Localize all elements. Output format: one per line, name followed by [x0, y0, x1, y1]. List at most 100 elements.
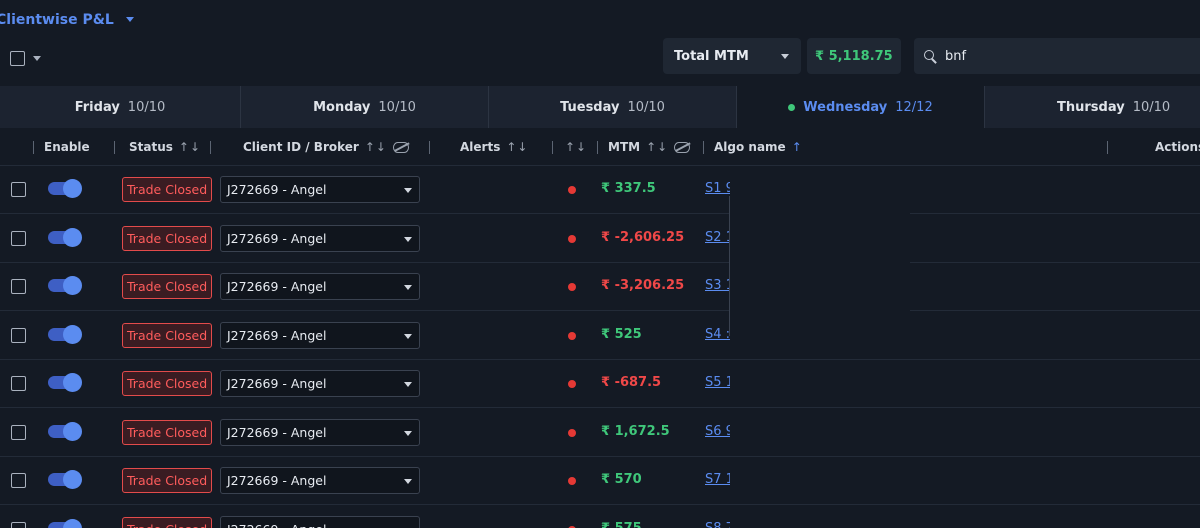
column-enable: Enable: [44, 128, 90, 166]
status-badge: Trade Closed: [122, 419, 213, 445]
algo-name-link[interactable]: S3 1: [705, 278, 730, 293]
row-checkbox[interactable]: [11, 376, 26, 391]
client-broker-select[interactable]: J272669 - Angel: [220, 370, 420, 397]
blank-panel: [730, 262, 910, 342]
tab-tuesday[interactable]: Tuesday 10/10: [489, 86, 737, 128]
column-alert-dot[interactable]: ↑↓: [565, 128, 587, 166]
enable-toggle[interactable]: [48, 276, 82, 295]
client-broker-select[interactable]: J272669 - Angel: [220, 467, 420, 494]
status-badge: Trade Closed: [122, 274, 213, 299]
mtm-value: ₹ -687.5: [601, 375, 662, 390]
column-label: MTM: [608, 140, 641, 154]
client-broker-select[interactable]: J272669 - Angel: [220, 515, 420, 528]
tab-day: Friday: [74, 99, 120, 115]
chevron-down-icon: [404, 430, 412, 436]
enable-toggle[interactable]: [48, 421, 82, 441]
client-broker-select[interactable]: J272669 - Angel: [220, 321, 420, 349]
tab-day: Wednesday: [803, 99, 888, 115]
row-checkbox[interactable]: [11, 279, 26, 294]
row-checkbox[interactable]: [11, 327, 26, 343]
algo-name-link[interactable]: S2 1: [705, 229, 730, 245]
chevron-down-icon: [404, 236, 412, 242]
enable-toggle[interactable]: [48, 470, 82, 489]
row-checkbox[interactable]: [11, 521, 26, 528]
client-broker-value: J272669 - Angel: [227, 230, 327, 246]
column-separator: [1107, 141, 1108, 154]
sort-icon[interactable]: ↑↓: [646, 140, 669, 154]
tab-wednesday[interactable]: Wednesday 12/12: [737, 86, 985, 128]
column-separator: [429, 141, 430, 154]
mtm-type-label: Total MTM: [674, 48, 749, 64]
algo-name-link[interactable]: S8 7: [705, 520, 730, 528]
sort-up-icon[interactable]: ↑: [791, 140, 803, 154]
row-checkbox[interactable]: [11, 182, 26, 197]
column-mtm[interactable]: MTM ↑↓: [608, 128, 691, 166]
total-mtm-value: ₹ 5,118.75: [807, 38, 901, 74]
client-broker-value: J272669 - Angel: [227, 279, 327, 294]
active-dot-icon: [788, 103, 796, 111]
enable-toggle[interactable]: [48, 179, 82, 198]
row-checkbox[interactable]: [11, 473, 26, 488]
table-row: Trade Closed J272669 - Angel ₹ 337.5 S1 9: [0, 166, 1200, 214]
mtm-type-select[interactable]: Total MTM: [663, 38, 801, 74]
table-row: Trade Closed J272669 - Angel ₹ 525 S4 :: [0, 312, 1200, 360]
report-selector[interactable]: Clientwise P&L: [0, 12, 134, 28]
column-status[interactable]: Status ↑↓: [129, 128, 201, 166]
column-alerts[interactable]: Alerts ↑↓: [460, 128, 528, 166]
algo-name-link[interactable]: S1 9: [705, 181, 730, 196]
search-icon: [924, 49, 937, 63]
enable-toggle[interactable]: [48, 227, 82, 247]
row-checkbox[interactable]: [11, 230, 26, 246]
tab-count: 10/10: [378, 99, 416, 115]
column-client-broker[interactable]: Client ID / Broker ↑↓: [243, 128, 409, 166]
algo-name-link[interactable]: S4 :: [705, 326, 730, 342]
eye-off-icon[interactable]: [392, 142, 409, 153]
eye-off-icon[interactable]: [674, 142, 691, 153]
tab-monday[interactable]: Monday 10/10: [241, 86, 489, 128]
enable-toggle[interactable]: [48, 518, 82, 528]
sort-icon[interactable]: ↑↓: [506, 140, 529, 154]
status-badge: Trade Closed: [122, 322, 213, 348]
status-badge: Trade Closed: [122, 468, 213, 493]
top-bar: Clientwise P&L Total MTM ₹ 5,118.75: [0, 0, 1200, 86]
column-label: Actions: [1155, 140, 1200, 154]
search-box[interactable]: [914, 38, 1200, 74]
client-broker-select[interactable]: J272669 - Angel: [220, 176, 420, 203]
status-badge: Trade Closed: [122, 516, 213, 528]
client-broker-select[interactable]: J272669 - Angel: [220, 273, 420, 300]
tab-day: Thursday: [1057, 99, 1125, 115]
algo-name-link[interactable]: S5 1: [705, 375, 730, 390]
alert-dot-icon: [568, 331, 576, 340]
tab-thursday[interactable]: Thursday 10/10: [985, 86, 1200, 128]
table-row: Trade Closed J272669 - Angel ₹ 575 S8 7: [0, 506, 1200, 528]
day-tabs: Friday 10/10 Monday 10/10 Tuesday 10/10 …: [0, 86, 1200, 128]
chevron-down-icon: [404, 188, 412, 193]
divider: [729, 196, 730, 336]
row-checkbox[interactable]: [11, 424, 26, 440]
mtm-value: ₹ 575: [601, 520, 642, 528]
select-all-control[interactable]: [10, 51, 41, 66]
column-actions: Actions: [1155, 128, 1200, 166]
sort-icon[interactable]: ↑↓: [565, 140, 588, 154]
tab-count: 12/12: [895, 99, 933, 115]
mtm-value: ₹ 1,672.5: [601, 423, 670, 439]
client-broker-select[interactable]: J272669 - Angel: [220, 224, 420, 252]
algo-name-link[interactable]: S6 9: [705, 423, 730, 439]
mtm-value: ₹ -3,206.25: [601, 278, 685, 293]
column-label: Algo name: [714, 140, 786, 154]
column-label: Alerts: [460, 140, 501, 154]
enable-toggle[interactable]: [48, 324, 82, 344]
sort-icon[interactable]: ↑↓: [178, 140, 202, 154]
chevron-down-icon: [781, 54, 789, 59]
algo-name-link[interactable]: S7 1: [705, 472, 730, 487]
chevron-down-icon[interactable]: [33, 56, 41, 61]
search-input[interactable]: [945, 48, 1185, 64]
client-broker-select[interactable]: J272669 - Angel: [220, 418, 420, 446]
column-algo-name[interactable]: Algo name ↑: [714, 128, 803, 166]
tab-count: 10/10: [127, 99, 166, 115]
tab-friday[interactable]: Friday 10/10: [0, 86, 241, 128]
select-all-checkbox[interactable]: [10, 51, 25, 66]
enable-toggle[interactable]: [48, 373, 82, 392]
sort-icon[interactable]: ↑↓: [364, 140, 387, 154]
table-row: Trade Closed J272669 - Angel ₹ -687.5 S5 1: [0, 360, 1200, 408]
